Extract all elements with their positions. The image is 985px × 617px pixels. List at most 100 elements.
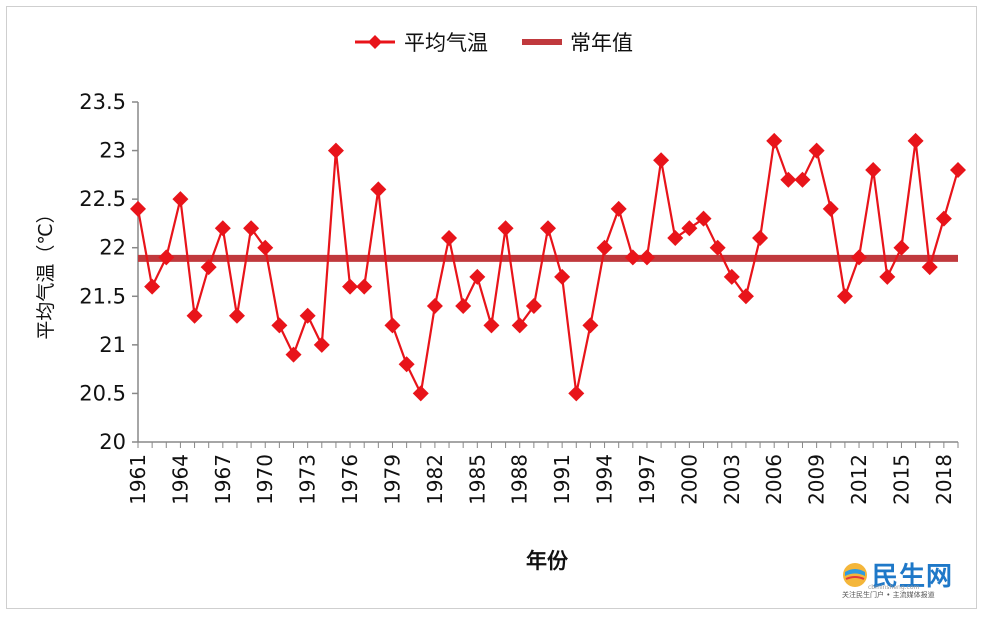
data-point-marker [130, 200, 146, 217]
x-tick-label: 1997 [635, 454, 659, 505]
data-point-marker [596, 239, 613, 256]
x-tick-label: 2003 [720, 454, 744, 505]
x-tick-label: 1979 [380, 454, 404, 505]
data-point-marker [299, 307, 316, 324]
y-axis-title: 平均气温（℃） [35, 204, 57, 339]
data-point-marker [653, 152, 670, 169]
data-point-marker [667, 230, 684, 246]
x-tick-label: 2018 [932, 454, 956, 505]
x-tick-label: 1976 [338, 454, 362, 505]
x-tick-label: 2015 [889, 454, 913, 505]
y-tick-label: 23.5 [79, 90, 126, 114]
data-point-marker [327, 142, 344, 159]
data-point-marker [582, 317, 599, 334]
data-point-marker [950, 162, 966, 178]
x-tick-label: 2006 [762, 454, 786, 505]
legend-label-avg-temp: 平均气温 [404, 31, 488, 55]
data-point-marker [766, 132, 783, 149]
x-tick-label: 1964 [168, 454, 192, 505]
data-point-marker [412, 385, 429, 402]
legend-diamond-marker [368, 35, 382, 49]
data-point-marker [455, 298, 472, 314]
data-point-marker [752, 230, 769, 246]
data-point-marker [356, 278, 373, 295]
x-tick-label: 1970 [253, 454, 277, 505]
y-tick-label: 21 [99, 333, 126, 357]
x-tick-label: 1991 [550, 454, 574, 505]
data-point-marker [285, 346, 302, 363]
x-tick-label: 1994 [593, 454, 617, 505]
data-point-marker [879, 268, 896, 285]
data-point-marker [865, 162, 882, 178]
y-tick-label: 21.5 [79, 284, 126, 308]
data-point-marker [709, 239, 726, 256]
data-point-marker [851, 249, 868, 266]
data-point-marker [469, 268, 486, 285]
x-tick-label: 2009 [805, 454, 829, 505]
y-tick-label: 22.5 [79, 187, 126, 211]
y-tick-label: 22 [99, 236, 126, 260]
avg-temp-series-line [136, 140, 960, 398]
data-point-marker [214, 220, 231, 237]
y-tick-label: 20 [99, 430, 126, 454]
data-point-marker [441, 230, 458, 246]
data-point-marker [794, 171, 811, 188]
data-point-marker [342, 278, 359, 295]
data-point-marker [610, 200, 627, 217]
data-point-marker [921, 259, 938, 276]
watermark-url: cbminsheng.com [868, 584, 920, 591]
data-point-marker [257, 239, 274, 256]
data-point-marker [935, 210, 952, 227]
data-point-marker [822, 200, 839, 217]
x-tick-label: 1973 [296, 454, 320, 505]
data-point-marker [313, 336, 330, 353]
data-point-marker [172, 191, 189, 208]
data-point-marker [228, 307, 245, 324]
data-point-marker [695, 210, 712, 227]
x-tick-label: 1988 [508, 454, 532, 505]
x-tick-label: 1967 [211, 454, 235, 505]
data-point-marker [384, 317, 401, 334]
watermark-text: 民生网 [872, 562, 954, 592]
data-point-marker [780, 171, 797, 188]
data-point-marker [907, 132, 924, 149]
data-point-marker [808, 142, 825, 159]
data-point-marker [540, 220, 556, 237]
legend: 平均气温 常年值 [355, 31, 633, 55]
data-point-marker [271, 317, 288, 334]
chart-frame [6, 6, 977, 609]
watermark-tagline: 关注民生门户 • 主流媒体报道 [842, 591, 935, 599]
data-point-marker [568, 385, 585, 402]
watermark-logo: 民生网 cbminsheng.com 关注民生门户 • 主流媒体报道 [842, 556, 970, 610]
data-point-marker [398, 356, 415, 373]
x-axis-title: 年份 [526, 549, 569, 573]
data-point-marker [554, 268, 571, 285]
data-point-marker [525, 298, 542, 314]
data-point-marker [426, 298, 443, 314]
data-point-marker [624, 249, 641, 266]
x-tick-label: 1961 [126, 454, 150, 505]
data-point-marker [144, 278, 161, 295]
legend-label-normal: 常年值 [570, 31, 633, 55]
data-point-marker [723, 268, 740, 285]
data-point-marker [243, 220, 260, 237]
data-point-marker [638, 249, 655, 266]
x-tick-label: 1985 [465, 454, 489, 505]
axes: 20 20.5 21 21.5 22 22.5 23 23.5 1961 1964 1967 1970… [79, 90, 959, 505]
data-point-marker [511, 317, 528, 334]
data-point-marker [836, 288, 853, 305]
x-tick-label: 2012 [847, 454, 871, 505]
x-tick-label: 1982 [423, 454, 447, 505]
data-point-marker [483, 317, 500, 334]
y-tick-label: 20.5 [79, 381, 126, 405]
data-point-marker [186, 307, 203, 324]
data-point-marker [200, 259, 217, 276]
globe-icon [843, 563, 867, 587]
y-tick-label: 23 [99, 139, 126, 163]
data-point-marker [737, 288, 754, 305]
x-tick-label: 2000 [677, 454, 701, 505]
data-point-marker [158, 249, 175, 266]
data-point-marker [370, 181, 387, 198]
data-point-marker [681, 220, 698, 237]
